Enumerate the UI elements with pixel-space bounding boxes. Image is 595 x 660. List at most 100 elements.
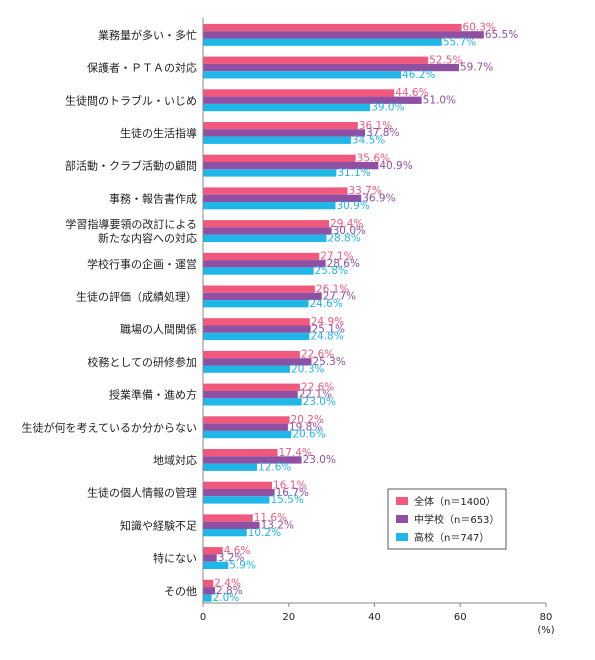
bar-3-series-1 bbox=[203, 89, 395, 97]
bar-7-series-2 bbox=[203, 227, 332, 235]
value-label-1-series-1: 60.3% bbox=[463, 22, 496, 34]
bar-12-series-3 bbox=[203, 398, 302, 406]
value-label-14-series-2: 23.0% bbox=[303, 454, 336, 466]
bar-6-series-3 bbox=[203, 202, 336, 210]
category-label-7-line-1: 学習指導要領の改訂による bbox=[65, 217, 197, 231]
bar-4-series-2 bbox=[203, 129, 366, 137]
bar-2-series-1 bbox=[203, 56, 429, 64]
category-label-8: 学校行事の企画・運営 bbox=[87, 257, 197, 271]
chart-bars bbox=[203, 23, 484, 602]
category-label-16: 知識や経験不足 bbox=[120, 518, 197, 532]
value-label-2-series-2: 59.7% bbox=[460, 62, 493, 74]
value-label-14-series-1: 17.4% bbox=[279, 447, 312, 459]
chart-axes: 0 20 40 60 80 (%) bbox=[200, 17, 555, 636]
bar-10-series-3 bbox=[203, 332, 310, 341]
category-label-1: 業務量が多い・多忙 bbox=[98, 28, 197, 42]
value-label-16-series-1: 11.6% bbox=[254, 512, 287, 524]
value-label-11-series-1: 22.6% bbox=[301, 349, 334, 361]
value-label-4-series-1: 36.1% bbox=[359, 120, 392, 132]
x-tick-label-40: 40 bbox=[368, 612, 381, 623]
category-label-17: 特にない bbox=[153, 551, 197, 565]
legend-swatch-3 bbox=[396, 533, 408, 541]
bar-15-series-3 bbox=[203, 496, 270, 504]
bar-1-series-3 bbox=[203, 38, 442, 46]
value-label-12-series-2: 22.1% bbox=[299, 389, 332, 401]
value-label-4-series-3: 34.5% bbox=[352, 134, 385, 146]
bar-4-series-1 bbox=[203, 122, 358, 130]
value-label-18-series-2: 2.8% bbox=[216, 585, 243, 597]
bar-16-series-2 bbox=[203, 521, 260, 529]
value-label-10-series-1: 24.9% bbox=[311, 316, 344, 328]
bar-2-series-2 bbox=[203, 63, 459, 72]
category-label-18: その他 bbox=[164, 585, 197, 598]
bar-17-series-1 bbox=[203, 547, 223, 555]
value-label-2-series-1: 52.5% bbox=[429, 54, 462, 66]
value-label-7-series-2: 30.0% bbox=[333, 225, 366, 237]
value-label-15-series-2: 16.7% bbox=[276, 487, 309, 499]
bar-14-series-1 bbox=[203, 449, 278, 457]
bar-12-series-2 bbox=[203, 390, 298, 399]
value-label-11-series-3: 20.3% bbox=[291, 363, 324, 375]
value-label-5-series-2: 40.9% bbox=[379, 160, 412, 172]
x-tick-label-0: 0 bbox=[200, 612, 206, 623]
value-label-2-series-3: 46.2% bbox=[402, 69, 435, 81]
bar-7-series-3 bbox=[203, 234, 327, 242]
bar-15-series-2 bbox=[203, 489, 275, 497]
value-label-13-series-2: 19.8% bbox=[289, 421, 322, 433]
value-label-6-series-2: 36.9% bbox=[362, 193, 395, 205]
value-label-3-series-2: 51.0% bbox=[423, 94, 456, 106]
x-unit-label: (%) bbox=[537, 625, 554, 636]
x-tick-label-60: 60 bbox=[454, 612, 467, 623]
bar-13-series-1 bbox=[203, 416, 290, 424]
legend-label-1: 全体（n＝1400） bbox=[414, 495, 496, 508]
value-label-17-series-1: 4.6% bbox=[224, 545, 251, 557]
bar-6-series-2 bbox=[203, 194, 362, 202]
value-label-11-series-2: 25.3% bbox=[312, 356, 345, 368]
category-label-11: 校務としての研修参加 bbox=[87, 355, 197, 369]
value-label-5-series-1: 35.6% bbox=[357, 153, 390, 165]
bar-11-series-3 bbox=[203, 365, 291, 373]
bar-17-series-3 bbox=[203, 561, 229, 569]
bar-6-series-1 bbox=[203, 187, 348, 195]
bar-7-series-1 bbox=[203, 220, 330, 228]
value-label-10-series-3: 24.8% bbox=[310, 331, 343, 343]
value-label-17-series-2: 3.2% bbox=[218, 552, 245, 564]
category-label-9: 生徒の評価（成績処理） bbox=[76, 289, 197, 303]
bar-9-series-1 bbox=[203, 285, 315, 293]
bar-5-series-3 bbox=[203, 169, 337, 177]
bar-3-series-2 bbox=[203, 96, 422, 104]
bar-5-series-1 bbox=[203, 154, 356, 162]
category-label-15: 生徒の個人情報の管理 bbox=[87, 486, 197, 500]
value-label-10-series-2: 25.1% bbox=[312, 323, 345, 335]
value-labels: 60.3%65.5% 55.7% 52.5%59.7% 46.2% 44.6%51.0%… bbox=[213, 22, 519, 605]
value-label-6-series-3: 30.9% bbox=[336, 200, 369, 212]
value-label-12-series-1: 22.6% bbox=[301, 381, 334, 393]
value-label-9-series-3: 24.6% bbox=[309, 298, 342, 310]
value-label-16-series-2: 13.2% bbox=[261, 520, 294, 532]
category-label-13: 生徒が何を考えているか分からない bbox=[22, 420, 197, 434]
bar-18-series-3 bbox=[203, 594, 212, 602]
bar-9-series-2 bbox=[203, 292, 322, 301]
value-label-12-series-3: 23.0% bbox=[303, 396, 336, 408]
bar-1-series-2 bbox=[203, 31, 484, 39]
value-label-6-series-1: 33.7% bbox=[348, 185, 381, 197]
value-label-13-series-1: 20.2% bbox=[291, 414, 324, 426]
bar-3-series-3 bbox=[203, 103, 371, 112]
value-label-18-series-1: 2.4% bbox=[214, 578, 241, 590]
value-label-1-series-3: 55.7% bbox=[443, 36, 476, 48]
bar-16-series-3 bbox=[203, 529, 247, 537]
category-label-3: 生徒間のトラブル・いじめ bbox=[65, 93, 197, 107]
value-label-3-series-3: 39.0% bbox=[371, 102, 404, 114]
category-label-14: 地域対応 bbox=[153, 453, 197, 467]
x-tick-label-80: 80 bbox=[540, 612, 553, 623]
category-label-12: 授業準備・進め方 bbox=[109, 388, 197, 402]
value-label-7-series-1: 29.4% bbox=[330, 218, 363, 230]
bar-10-series-2 bbox=[203, 325, 311, 333]
value-label-8-series-1: 27.1% bbox=[320, 251, 353, 263]
value-label-14-series-3: 12.6% bbox=[258, 461, 291, 473]
category-labels: 業務量が多い・多忙保護者・ＰＴＡの対応生徒間のトラブル・いじめ生徒の生活指導部活… bbox=[22, 28, 197, 598]
bar-14-series-2 bbox=[203, 456, 302, 464]
category-label-2: 保護者・ＰＴＡの対応 bbox=[87, 61, 197, 75]
category-label-6: 事務・報告書作成 bbox=[109, 191, 197, 205]
